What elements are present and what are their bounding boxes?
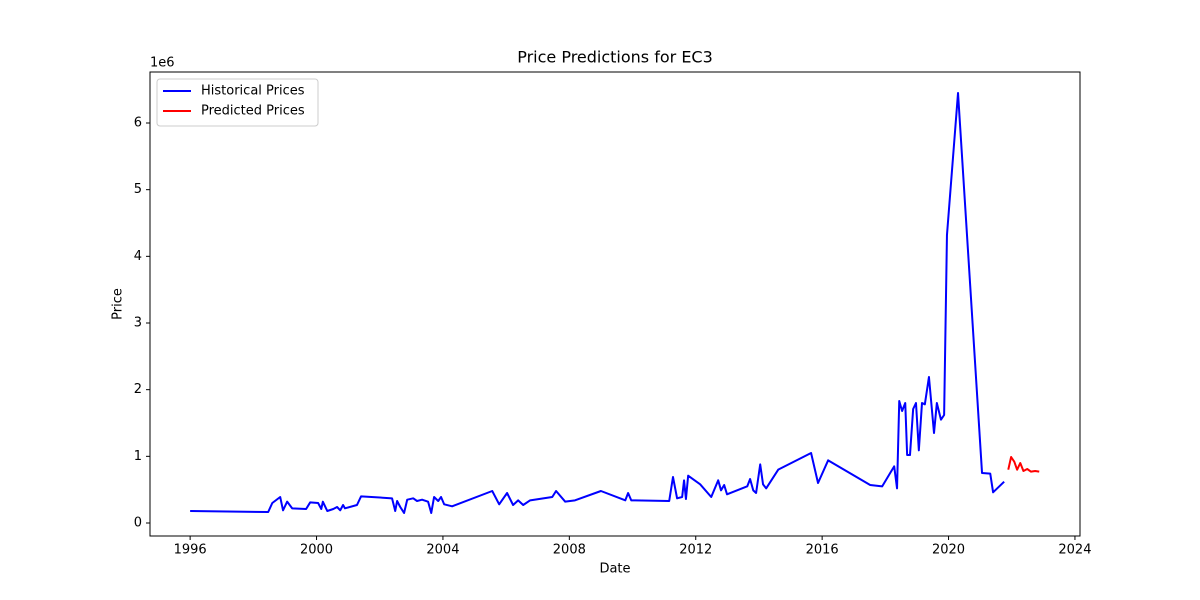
y-tick-label: 6 <box>134 116 142 131</box>
x-tick-label: 2004 <box>426 543 459 558</box>
x-tick-label: 2008 <box>553 543 586 558</box>
y-tick-label: 4 <box>134 249 142 264</box>
y-axis-label: Price <box>111 288 126 320</box>
x-tick-label: 2016 <box>806 543 839 558</box>
legend-label: Predicted Prices <box>201 104 305 119</box>
x-tick-label: 2020 <box>932 543 965 558</box>
y-tick-label: 2 <box>134 382 142 397</box>
series-line <box>1007 456 1040 473</box>
y-tick-label: 0 <box>134 516 142 531</box>
chart-title: Price Predictions for EC3 <box>517 48 713 67</box>
y-offset-label: 1e6 <box>150 56 175 71</box>
legend-box <box>156 78 319 127</box>
x-tick-label: 2012 <box>679 543 712 558</box>
x-axis-label: Date <box>599 562 630 577</box>
x-tick-label: 2024 <box>1058 543 1091 558</box>
y-tick-label: 5 <box>134 182 142 197</box>
y-tick-label: 3 <box>134 316 142 331</box>
plot-frame <box>149 71 1081 537</box>
x-tick-label: 1996 <box>174 543 207 558</box>
y-tick-label: 1 <box>134 449 142 464</box>
x-tick-label: 2000 <box>300 543 333 558</box>
legend-label: Historical Prices <box>201 84 305 99</box>
series-line <box>190 92 1005 514</box>
